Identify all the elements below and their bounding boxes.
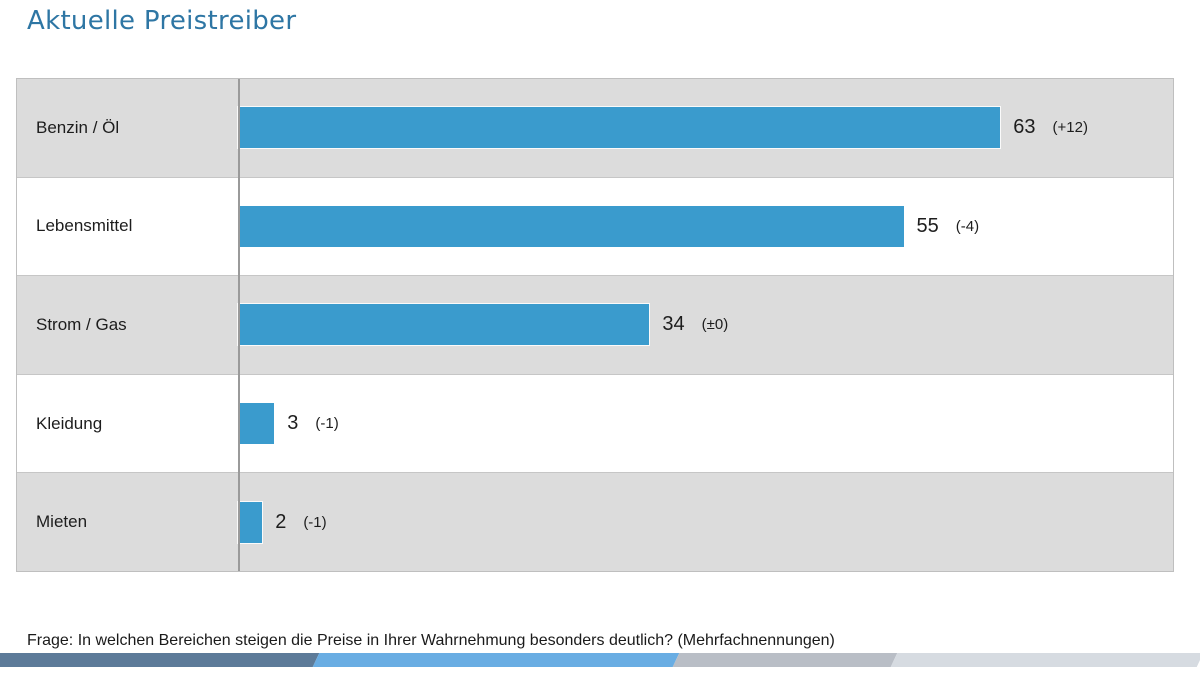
bar: [238, 403, 275, 445]
change-label: (±0): [701, 316, 729, 334]
category-label: Strom / Gas: [36, 314, 127, 334]
bar: [238, 304, 650, 346]
change-label: (-1): [315, 415, 339, 433]
value-label: 34: [662, 313, 685, 336]
strip-segment-dark-blue: [0, 653, 320, 667]
value-label: 55: [916, 214, 939, 237]
value-label: 3: [287, 412, 299, 435]
decorative-bottom-strip: [0, 653, 1200, 667]
chart-row: Benzin / Öl 63 (+12): [17, 79, 1173, 177]
value-label: 2: [275, 510, 287, 533]
category-label: Benzin / Öl: [36, 117, 120, 137]
bar: [238, 107, 1001, 149]
bar-track: 63 (+12): [238, 79, 1173, 177]
bar: [238, 205, 904, 247]
chart-row: Mieten 2 (-1): [17, 472, 1173, 571]
chart-axis-line: [238, 79, 240, 571]
category-label: Mieten: [36, 512, 88, 532]
change-label: (-4): [955, 217, 980, 235]
value-label: 63: [1013, 116, 1036, 139]
chart-rows: Benzin / Öl 63 (+12) Lebensmittel 55 (-4) Stro…: [17, 79, 1173, 571]
page-title: Aktuelle Preistreiber: [27, 6, 297, 36]
chart-row: Lebensmittel 55 (-4): [17, 176, 1173, 276]
bar-track: 55 (-4): [238, 178, 1173, 276]
chart-row: Kleidung 3 (-1): [17, 373, 1173, 473]
survey-question: Frage: In welchen Bereichen steigen die …: [27, 632, 835, 649]
bar: [238, 501, 263, 543]
bar-track: 2 (-1): [238, 473, 1173, 571]
strip-segment-light-blue: [312, 653, 679, 667]
change-label: (+12): [1052, 119, 1088, 137]
category-label: Kleidung: [36, 413, 103, 433]
category-label: Lebensmittel: [36, 216, 133, 236]
bar-chart: Benzin / Öl 63 (+12) Lebensmittel 55 (-4) Stro…: [16, 78, 1174, 572]
chart-row: Strom / Gas 34 (±0): [17, 275, 1173, 374]
change-label: (-1): [303, 513, 327, 531]
strip-segment-light-gray: [890, 653, 1200, 667]
bar-track: 34 (±0): [238, 276, 1173, 374]
strip-segment-gray: [672, 653, 898, 667]
bar-track: 3 (-1): [238, 375, 1173, 473]
